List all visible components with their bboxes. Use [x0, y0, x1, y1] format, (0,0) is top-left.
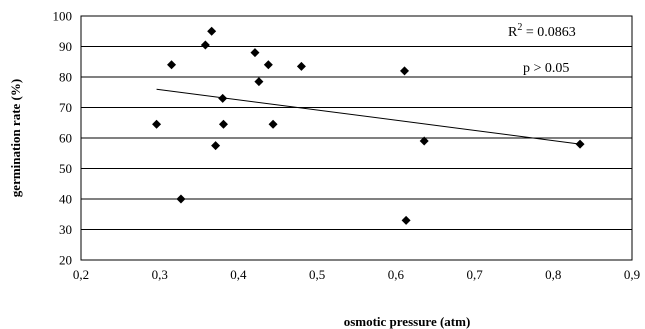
data-points	[152, 26, 585, 225]
x-tick-label: 0,5	[309, 267, 325, 282]
x-axis-label: osmotic pressure (atm)	[344, 314, 471, 329]
data-point	[167, 60, 177, 70]
r-squared-annotation: R2 = 0.0863	[508, 22, 576, 40]
data-point	[176, 194, 186, 204]
r-squared-superscript: 2	[517, 22, 522, 33]
x-tick-label: 0,8	[545, 267, 561, 282]
data-point	[211, 141, 221, 151]
data-point	[401, 215, 411, 225]
gridlines	[81, 15, 632, 261]
y-tick-label: 90	[59, 39, 72, 54]
data-point	[296, 61, 306, 71]
y-tick-label: 20	[59, 253, 72, 268]
x-tick-label: 0,4	[230, 267, 247, 282]
y-tick-label: 100	[53, 9, 73, 24]
y-tick-label: 60	[59, 131, 72, 146]
x-tick-label: 0,7	[466, 267, 483, 282]
x-tick-label: 0,6	[388, 267, 405, 282]
y-tick-label: 50	[59, 161, 72, 176]
x-tick-label: 0,2	[73, 267, 89, 282]
data-point	[400, 66, 410, 76]
data-point	[207, 26, 217, 36]
x-tick-labels: 0,2 0,3 0,4 0,5 0,6 0,7 0,8 0,9	[73, 267, 640, 282]
data-point	[250, 48, 260, 58]
data-point	[218, 93, 228, 103]
data-point	[263, 60, 273, 70]
x-tick-label: 0,3	[152, 267, 168, 282]
data-point	[200, 40, 210, 50]
y-axis-label: germination rate (%)	[8, 79, 23, 197]
data-point	[254, 77, 264, 87]
y-tick-labels: 20 30 40 50 60 70 80 90 100	[53, 9, 73, 268]
r-squared-symbol: R	[508, 25, 518, 40]
data-point	[419, 136, 429, 146]
data-point	[152, 119, 162, 129]
y-tick-label: 30	[59, 222, 72, 237]
y-tick-label: 40	[59, 192, 72, 207]
y-tick-label: 70	[59, 100, 72, 115]
y-tick-label: 80	[59, 70, 72, 85]
r-squared-value: = 0.0863	[522, 25, 575, 40]
plot-frame	[80, 15, 633, 261]
data-point	[575, 139, 585, 149]
data-point	[218, 119, 228, 129]
p-value-annotation: p > 0.05	[523, 61, 569, 76]
data-point	[268, 119, 278, 129]
x-tick-label: 0,9	[624, 267, 640, 282]
